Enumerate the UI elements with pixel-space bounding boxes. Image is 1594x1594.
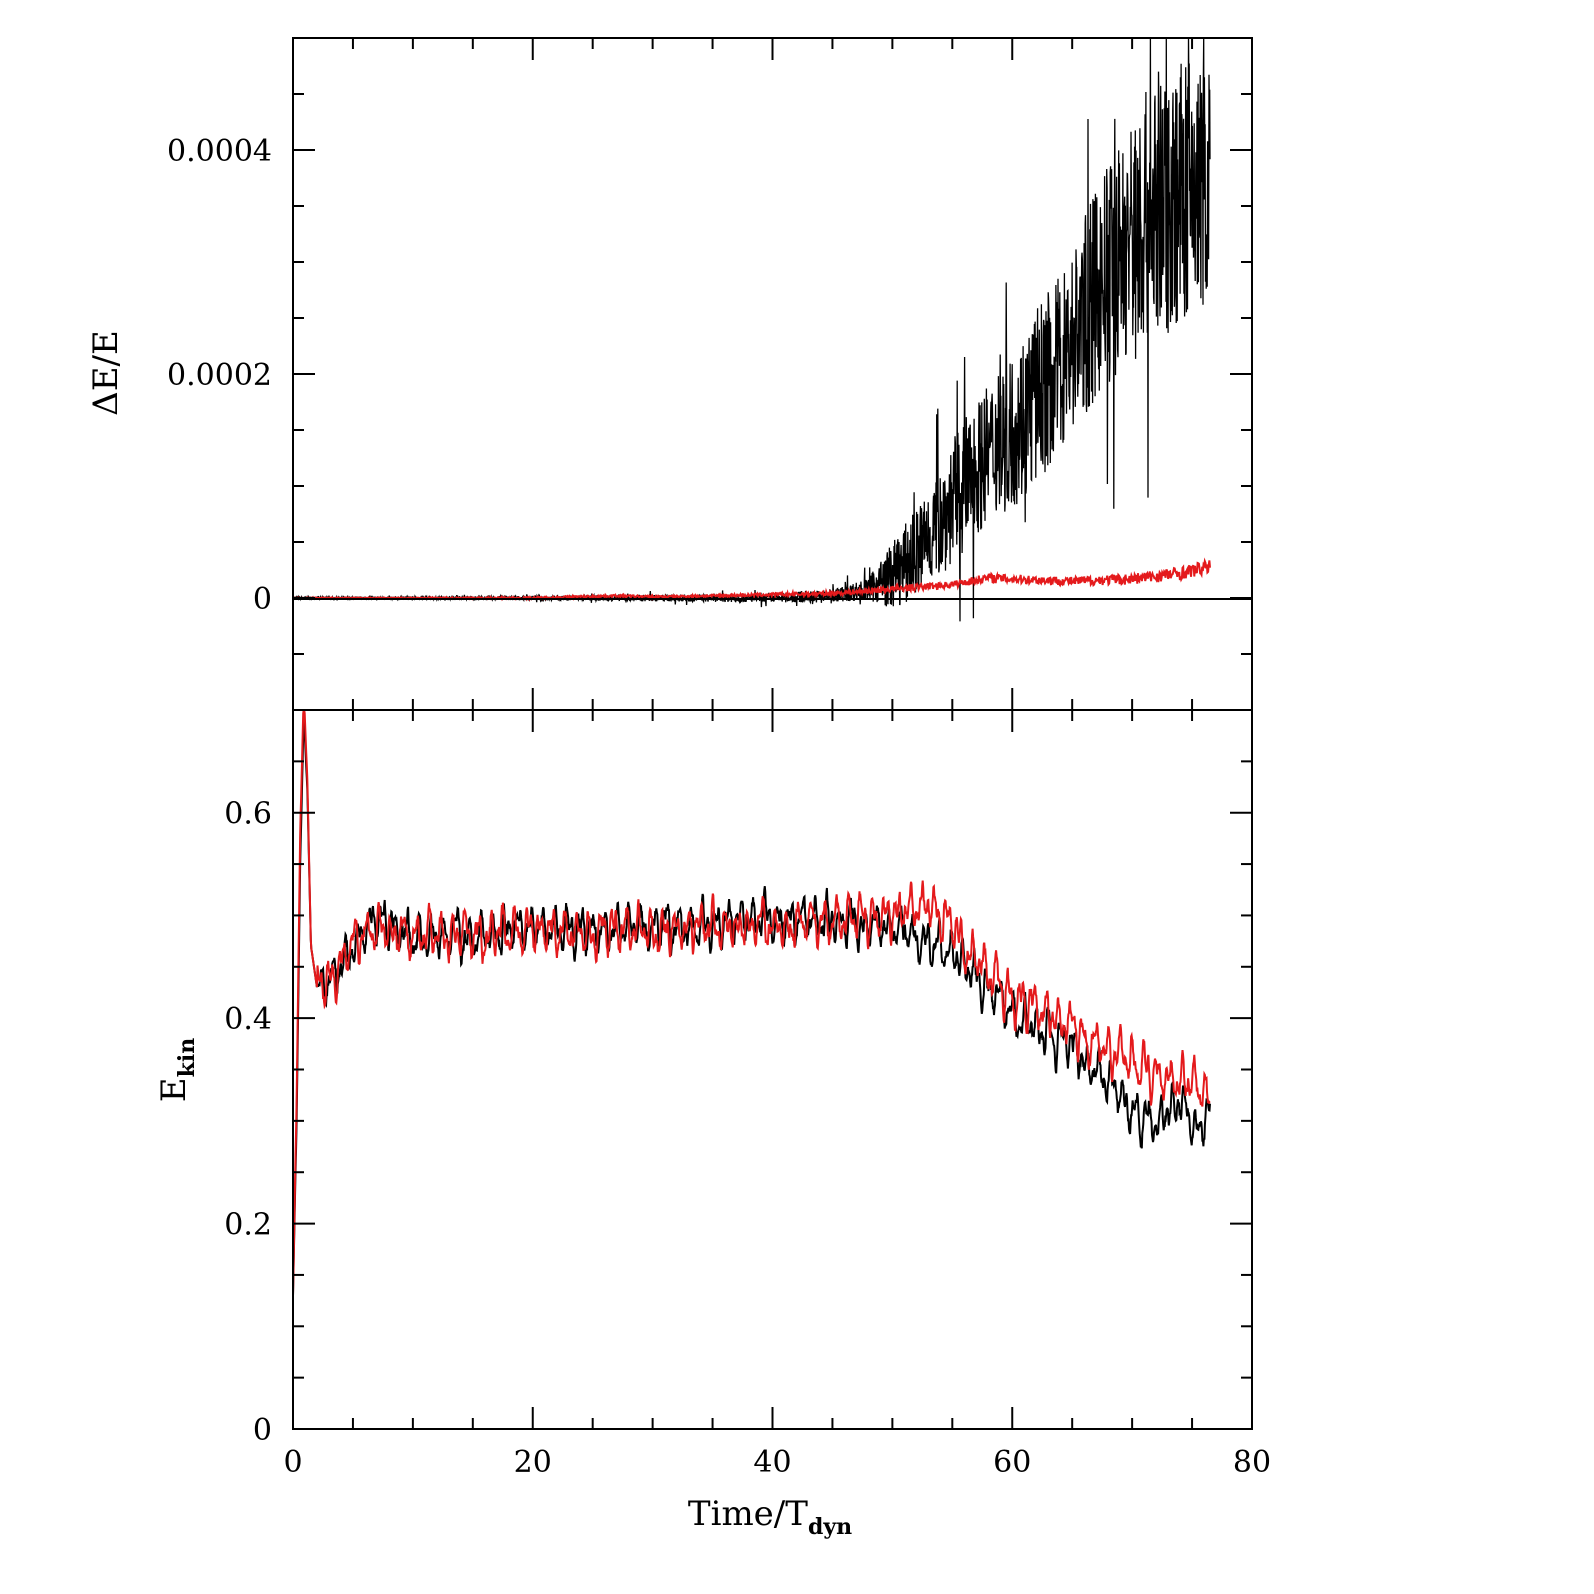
bottom-y-axis-label-main: E [154, 1077, 194, 1102]
x-axis-label-main: Time/T [688, 1494, 808, 1534]
top-ytick-label: 0.0002 [167, 358, 272, 393]
top-y-axis-label: ΔE/E [86, 330, 126, 416]
x-tick-label: 40 [753, 1445, 791, 1480]
top-series-line-1 [292, 557, 1211, 602]
bottom-ytick-label: 0.6 [224, 797, 272, 832]
bottom-series-line-1 [292, 709, 1211, 1296]
x-tick-label: 0 [283, 1445, 302, 1480]
top-panel: 0 0.0002 0.0004 ΔE/E [86, 37, 1253, 711]
x-tick-label: 80 [1233, 1445, 1271, 1480]
x-tick-label: 60 [993, 1445, 1031, 1480]
bottom-series-group [292, 709, 1211, 1296]
bottom-y-axis-label: Ekin [154, 1038, 200, 1102]
bottom-ytick-label: 0.2 [224, 1208, 272, 1243]
x-axis-label-sub: dyn [808, 1514, 852, 1540]
bottom-ytick-labels: 0 0.2 0.4 0.6 [224, 797, 272, 1448]
bottom-ytick-label: 0 [253, 1413, 272, 1448]
bottom-y-axis-label-sub: kin [174, 1038, 200, 1078]
top-series-line-0 [292, 37, 1211, 622]
bottom-ytick-label: 0.4 [224, 1002, 272, 1037]
top-ytick-label: 0.0004 [167, 134, 272, 169]
top-series-group [292, 37, 1211, 622]
bottom-series-line-0 [292, 713, 1211, 1296]
top-ytick-label: 0 [253, 582, 272, 617]
bottom-plot-frame [292, 709, 1253, 1430]
bottom-panel: 0 0.2 0.4 0.6 0 20 40 60 80 Ekin Time/Tdyn [154, 709, 1271, 1540]
bottom-xtick-labels: 0 20 40 60 80 [283, 1445, 1271, 1480]
bottom-ticks [292, 709, 1253, 1430]
x-tick-label: 20 [514, 1445, 552, 1480]
x-axis-label: Time/Tdyn [688, 1494, 852, 1540]
top-ytick-labels: 0 0.0002 0.0004 [167, 134, 272, 617]
